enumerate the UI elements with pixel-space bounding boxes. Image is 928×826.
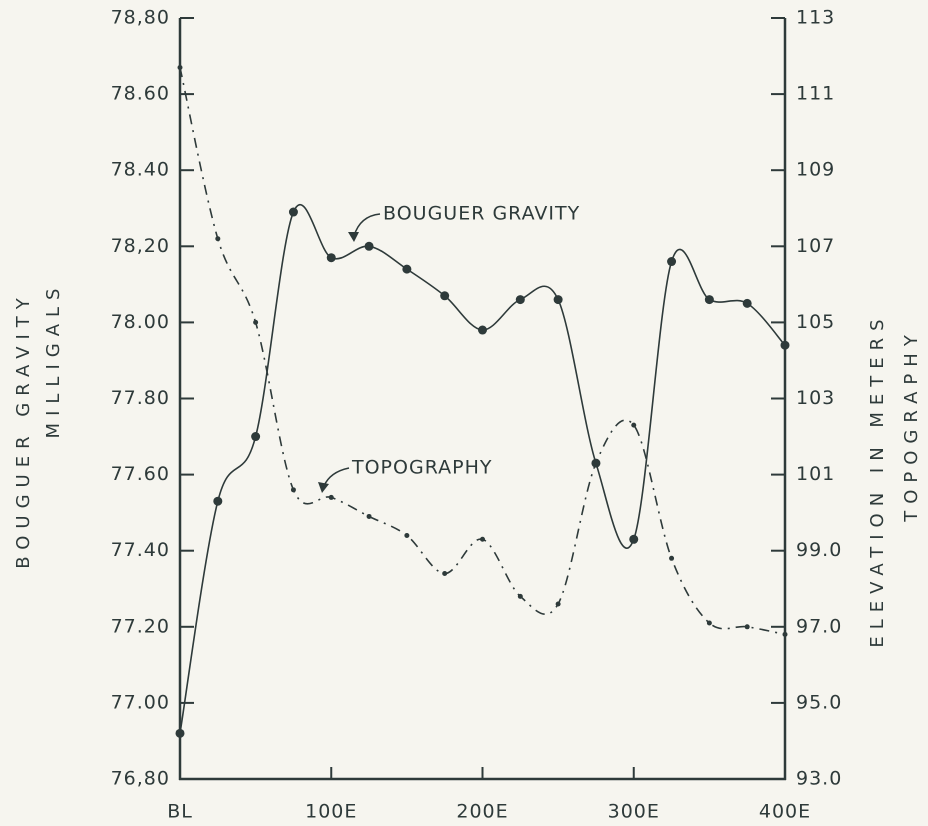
y2-tick-label: 97.0 (796, 615, 842, 637)
y-tick-label: 78.60 (111, 83, 170, 105)
data-point (629, 534, 639, 544)
y-tick-label: 77.80 (111, 387, 170, 409)
y-axis-label: BOUGUER GRAVITY (13, 291, 34, 569)
data-point (366, 513, 372, 519)
y-tick-label: 77.20 (111, 615, 170, 637)
y-tick-label: 78.00 (111, 311, 170, 333)
y-tick-label: 77.00 (111, 691, 170, 713)
annotation-arrow (348, 232, 359, 242)
x-tick-label: BL (167, 801, 193, 823)
x-tick-label: 100E (305, 801, 357, 823)
y2-tick-label: 107 (796, 235, 835, 257)
annotation: BOUGUER GRAVITY (383, 203, 580, 225)
data-point (175, 728, 185, 738)
y-tick-label: 76,80 (111, 768, 170, 790)
data-point (669, 555, 675, 561)
data-point (555, 601, 561, 607)
data-point (328, 494, 334, 500)
x-tick-label: 300E (608, 801, 660, 823)
y-tick-label: 77.40 (111, 539, 170, 561)
data-point (593, 460, 599, 466)
y2-axis-label: TOPOGRAPHY (901, 328, 922, 523)
series-line (179, 67, 786, 636)
annotation: TOPOGRAPHY (351, 457, 492, 479)
data-point (553, 295, 563, 305)
y2-tick-label: 99.0 (796, 539, 842, 561)
y2-tick-label: 113 (796, 7, 835, 29)
y2-tick-label: 109 (796, 159, 835, 181)
data-point (402, 264, 412, 274)
data-point (177, 64, 183, 70)
data-point (780, 340, 790, 350)
x-tick-label: 200E (456, 801, 508, 823)
y2-tick-label: 93.0 (796, 768, 842, 790)
y2-tick-label: 111 (796, 83, 835, 105)
data-point (517, 593, 523, 599)
data-point (631, 422, 637, 428)
data-point (364, 241, 374, 251)
data-point (442, 571, 448, 577)
y-tick-label: 78.40 (111, 159, 170, 181)
annotation-arrow (323, 467, 350, 487)
data-point (290, 487, 296, 493)
data-point (704, 295, 714, 305)
data-point (706, 620, 712, 626)
data-point (253, 319, 259, 325)
data-point (480, 536, 485, 542)
data-point (288, 207, 298, 217)
y2-axis-label: ELEVATION IN METERS (867, 312, 888, 647)
data-point (742, 298, 752, 308)
y-tick-label: 78,20 (111, 235, 170, 257)
data-point (667, 257, 677, 267)
annotation-arrow (318, 482, 329, 493)
y-axis-label: MILLIGALS (43, 282, 64, 439)
x-tick-label: 400E (759, 801, 811, 823)
y2-tick-label: 95.0 (796, 691, 842, 713)
data-point (326, 253, 336, 263)
data-point (215, 236, 221, 242)
y2-tick-label: 105 (796, 311, 835, 333)
data-point (440, 291, 450, 301)
data-point (404, 532, 410, 538)
data-point (515, 295, 525, 305)
data-point (744, 624, 750, 630)
data-point (478, 325, 487, 335)
y2-tick-label: 101 (796, 463, 835, 485)
data-point (251, 432, 261, 442)
y2-tick-label: 103 (796, 387, 835, 409)
data-point (213, 496, 223, 506)
data-point (782, 631, 788, 637)
y-tick-label: 78,80 (111, 7, 170, 29)
y-tick-label: 77.60 (111, 463, 170, 485)
